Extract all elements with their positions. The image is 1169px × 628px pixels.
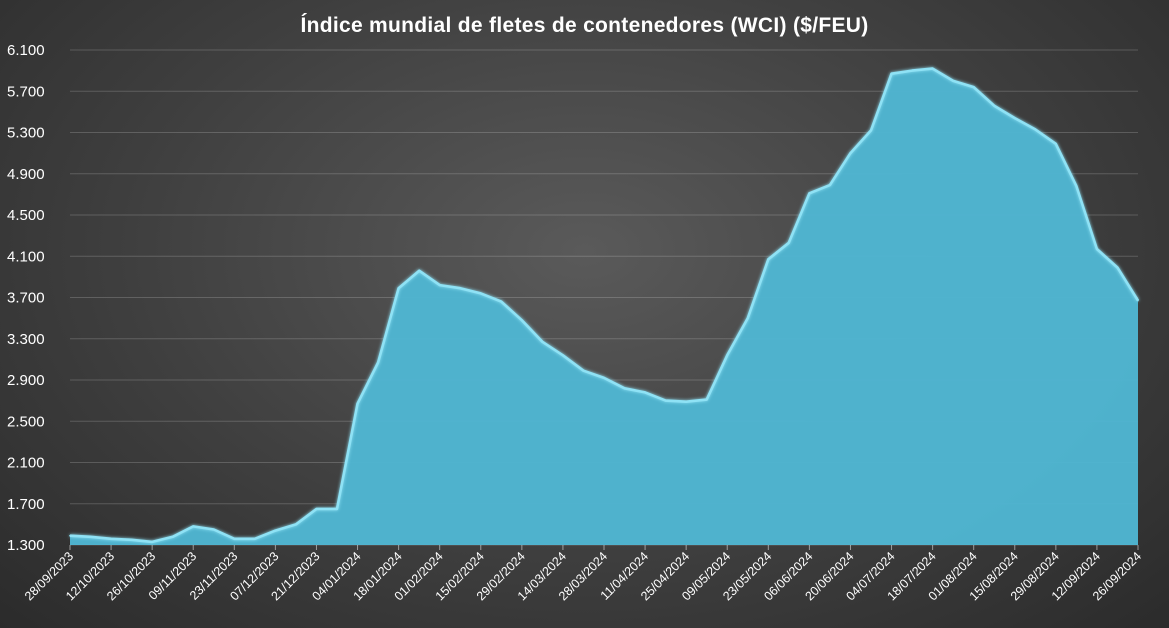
data-point <box>747 317 749 319</box>
data-point <box>767 258 770 261</box>
data-point <box>890 72 893 75</box>
y-tick-label: 2.100 <box>7 455 45 472</box>
y-axis: 1.300 1.700 2.100 2.500 2.900 3.300 3.700 4.100… <box>7 42 45 554</box>
y-tick-label: 1.700 <box>7 496 45 513</box>
data-point <box>849 152 852 154</box>
data-point <box>295 523 297 526</box>
data-point <box>870 129 872 132</box>
data-point <box>644 391 646 394</box>
y-tick-label: 5.300 <box>7 125 45 142</box>
data-point <box>500 300 503 303</box>
y-tick-label: 3.700 <box>7 290 45 307</box>
data-point <box>130 539 133 541</box>
data-point <box>993 104 995 107</box>
data-point <box>254 538 256 540</box>
data-point <box>1014 117 1016 119</box>
data-point <box>808 192 811 195</box>
data-point <box>726 354 728 357</box>
data-point <box>685 400 687 403</box>
data-point <box>931 67 934 70</box>
data-point <box>1034 128 1037 131</box>
data-point <box>972 86 975 88</box>
y-tick-label: 4.100 <box>7 248 45 265</box>
data-point <box>664 399 667 402</box>
data-point <box>562 354 564 357</box>
data-point <box>1116 266 1119 269</box>
data-point <box>623 387 626 390</box>
y-tick-label: 4.900 <box>7 166 45 183</box>
data-point <box>397 287 400 290</box>
data-point <box>356 402 359 405</box>
data-point <box>213 528 215 531</box>
data-point <box>69 534 71 537</box>
y-tick-label: 5.700 <box>7 83 45 100</box>
area-series <box>69 67 1140 545</box>
data-point <box>171 536 174 538</box>
y-tick-label: 3.300 <box>7 331 45 348</box>
data-point <box>788 242 790 244</box>
data-point <box>705 398 708 401</box>
data-point <box>438 284 441 286</box>
y-tick-label: 6.100 <box>7 42 45 59</box>
y-tick-label: 4.500 <box>7 207 45 224</box>
data-point <box>274 529 277 532</box>
data-point <box>1055 143 1057 145</box>
data-point <box>233 538 236 540</box>
y-tick-label: 2.900 <box>7 372 45 389</box>
y-tick-label: 1.300 <box>7 537 45 554</box>
x-axis: 28/09/202312/10/202326/10/202309/11/2023… <box>22 545 1144 603</box>
area-fill <box>70 68 1138 545</box>
data-point <box>582 369 585 372</box>
data-point <box>1137 299 1139 302</box>
data-point <box>1075 185 1078 187</box>
data-point <box>911 69 913 72</box>
data-point <box>1096 248 1098 250</box>
data-point <box>521 319 523 322</box>
data-point <box>377 361 379 364</box>
data-point <box>315 508 318 510</box>
data-point <box>151 541 153 543</box>
data-point <box>192 525 194 528</box>
data-point <box>480 292 482 295</box>
y-tick-label: 2.500 <box>7 413 45 430</box>
data-point <box>459 287 462 290</box>
chart-title: Índice mundial de fletes de contenedores… <box>300 14 869 37</box>
data-point <box>110 538 112 540</box>
data-point <box>603 377 605 379</box>
data-point <box>541 341 544 343</box>
data-point <box>89 536 92 538</box>
data-point <box>418 269 421 272</box>
data-point <box>336 508 338 510</box>
data-point <box>829 184 831 186</box>
data-point <box>952 80 954 82</box>
